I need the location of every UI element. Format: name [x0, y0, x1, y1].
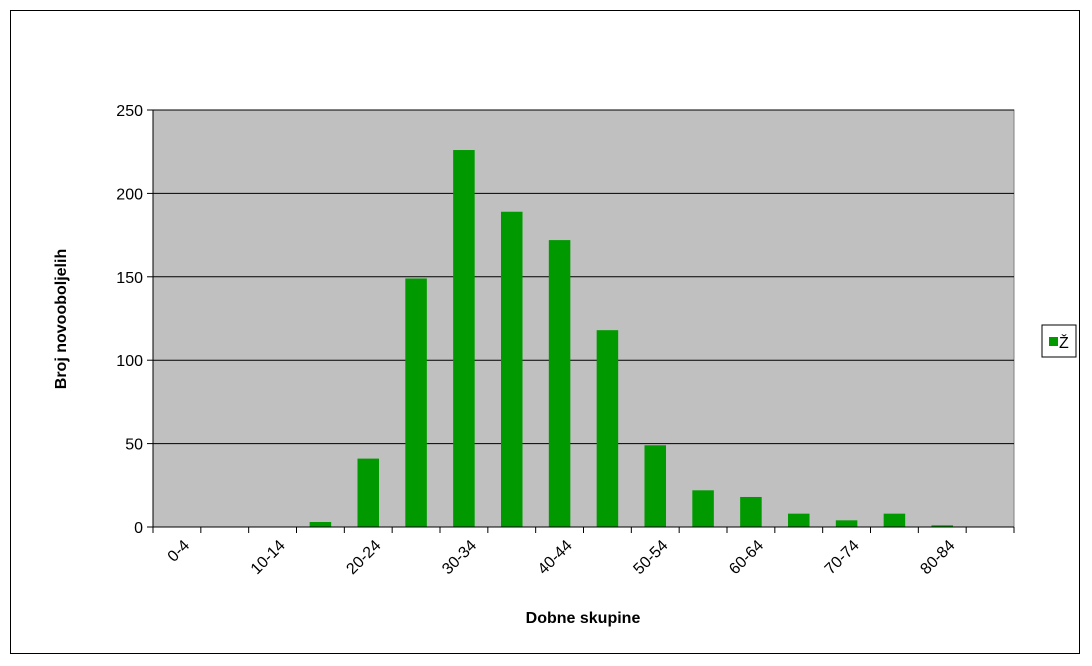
bar — [309, 521, 332, 527]
x-tick-label: 0-4 — [165, 537, 193, 565]
bar — [931, 525, 954, 527]
bar — [692, 490, 714, 527]
plot-area — [152, 109, 1015, 528]
legend-swatch — [1049, 337, 1058, 346]
bar — [883, 513, 906, 527]
y-tick-label: 250 — [116, 103, 143, 120]
y-tick-label: 200 — [116, 186, 143, 203]
bar — [453, 150, 475, 528]
y-tick-labels: 0 50 100 150 200 250 — [116, 103, 143, 537]
x-tick-label: 20-24 — [343, 537, 384, 578]
y-tick-label: 50 — [125, 437, 143, 454]
bar — [740, 496, 762, 527]
chart-frame: 0 50 100 150 200 250 0-4 10-14 20-24 30-34 40-44 5… — [10, 10, 1080, 654]
legend: Ž — [1041, 324, 1077, 358]
x-tick-label: 30-34 — [439, 537, 480, 578]
bars — [309, 150, 954, 528]
bar — [500, 211, 523, 528]
bar — [405, 278, 427, 527]
bar — [357, 458, 380, 527]
legend-label: Ž — [1059, 333, 1069, 352]
x-tick-label: 50-54 — [630, 537, 671, 578]
axes — [147, 109, 1015, 533]
bar — [787, 513, 810, 527]
x-tick-label: 70-74 — [822, 537, 863, 578]
y-tick-label: 150 — [116, 270, 143, 287]
y-axis-title: Broj novooboljelih — [53, 249, 70, 389]
y-tick-label: 100 — [116, 353, 143, 370]
x-axis-title: Dobne skupine — [526, 610, 641, 627]
x-tick-labels: 0-4 10-14 20-24 30-34 40-44 50-54 60-64 70-74 80… — [165, 537, 959, 578]
x-tick-label: 40-44 — [535, 537, 576, 578]
gridlines — [153, 109, 1014, 445]
bar — [548, 240, 571, 527]
x-tick-label: 60-64 — [726, 537, 767, 578]
bar — [644, 445, 667, 527]
bar — [596, 330, 619, 527]
x-tick-label: 80-84 — [917, 537, 958, 578]
y-tick-label: 0 — [134, 520, 143, 537]
x-tick-label: 10-14 — [248, 537, 289, 578]
legend-box — [1041, 324, 1077, 358]
bar-chart: 0 50 100 150 200 250 0-4 10-14 20-24 30-34 40-44 5… — [53, 103, 1077, 627]
bar — [835, 520, 858, 527]
